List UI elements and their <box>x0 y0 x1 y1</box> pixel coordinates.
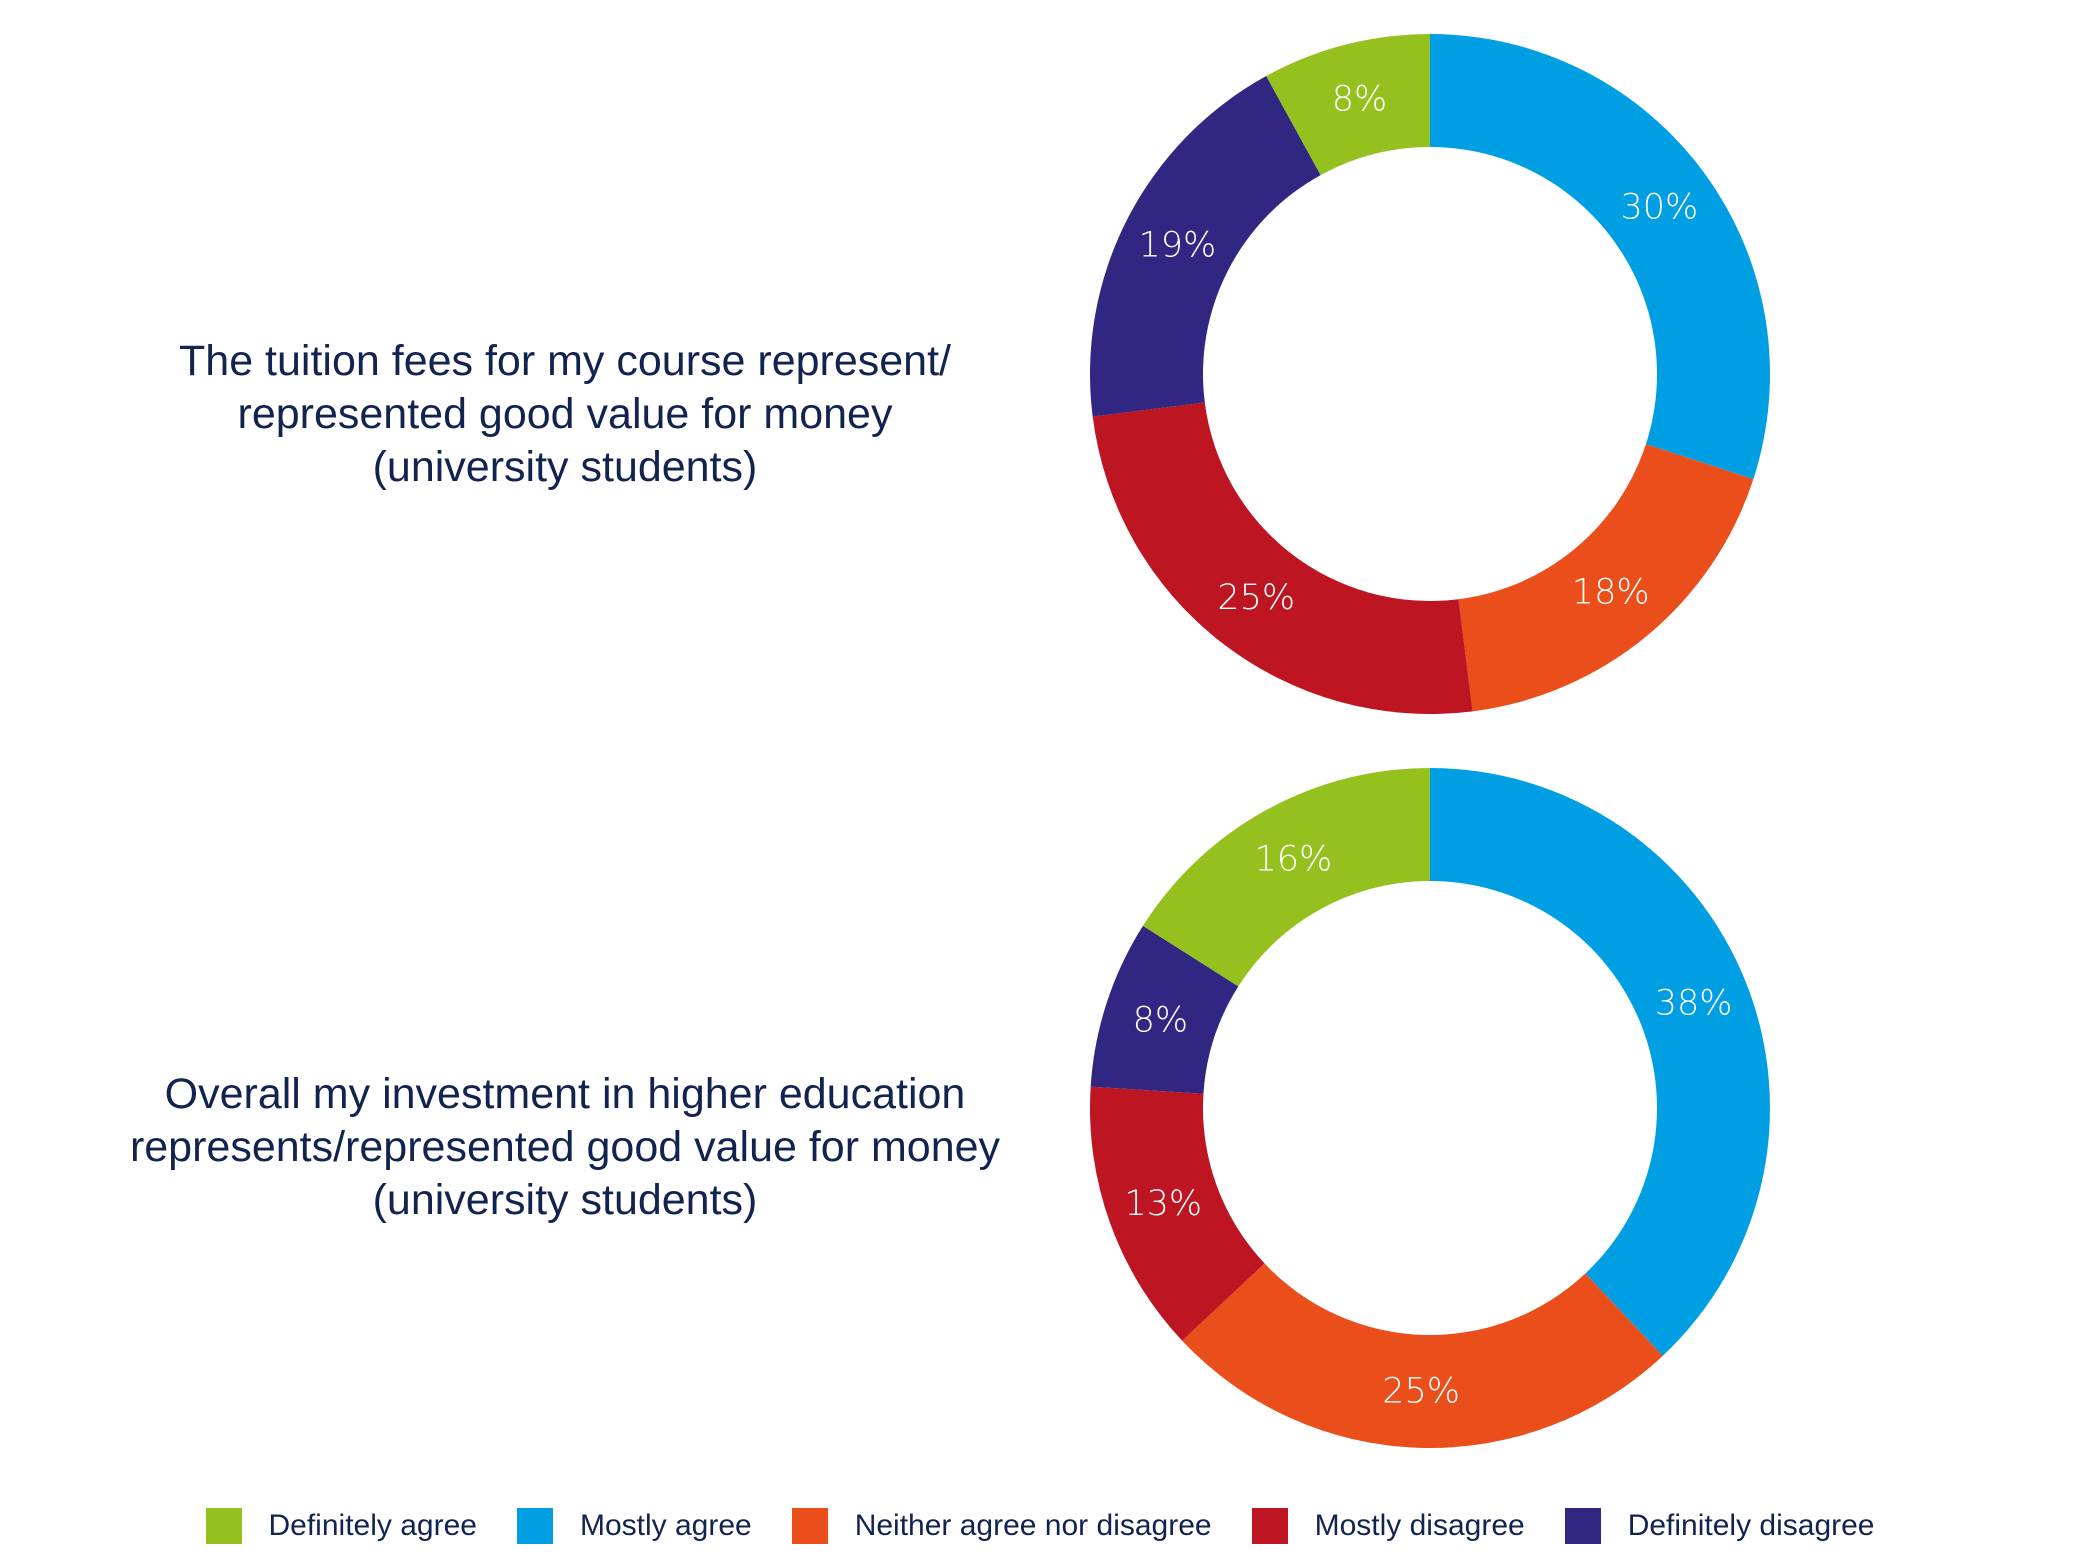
slice-mostly-agree <box>1430 768 1770 1356</box>
slice-label-mostly-agree: 38% <box>1655 984 1733 1024</box>
legend-label: Definitely disagree <box>1627 1509 1875 1542</box>
slice-mostly-agree <box>1430 34 1770 480</box>
slice-label-neither-agree-nor-disagree: 18% <box>1572 572 1650 612</box>
chart-1-question: The tuition fees for my course represent… <box>179 337 951 491</box>
legend-label: Neither agree nor disagree <box>854 1509 1212 1542</box>
slice-label-neither-agree-nor-disagree: 25% <box>1382 1371 1460 1411</box>
slice-definitely-agree <box>1266 34 1430 176</box>
slice-label-definitely-agree: 16% <box>1255 840 1333 880</box>
slice-mostly-disagree <box>1090 1086 1265 1341</box>
legend-swatch <box>791 1508 828 1544</box>
slice-label-mostly-disagree: 13% <box>1124 1184 1202 1224</box>
legend-swatch <box>516 1508 553 1544</box>
legend-label: Definitely agree <box>268 1509 477 1542</box>
slice-label-definitely-agree: 8% <box>1332 79 1388 119</box>
donut-chart-tuition-fees: 30% 18% 25% 19% 8% <box>1090 34 1770 714</box>
legend-item-mostly-agree: Mostly agree <box>516 1508 752 1544</box>
legend: Definitely agree Mostly agree Neither ag… <box>0 1508 2080 1544</box>
legend-swatch <box>205 1508 242 1544</box>
slice-label-definitely-disagree: 19% <box>1139 225 1217 265</box>
slice-label-definitely-disagree: 8% <box>1133 1000 1189 1040</box>
legend-item-definitely-disagree: Definitely disagree <box>1564 1508 1875 1544</box>
slice-mostly-disagree <box>1092 402 1473 714</box>
legend-item-neither: Neither agree nor disagree <box>791 1508 1212 1544</box>
slice-neither-agree-nor-disagree <box>1182 1263 1663 1448</box>
slice-definitely-disagree <box>1090 76 1321 417</box>
slice-definitely-disagree <box>1090 925 1239 1094</box>
slice-definitely-agree <box>1142 768 1430 987</box>
legend-label: Mostly disagree <box>1314 1509 1525 1542</box>
legend-item-definitely-agree: Definitely agree <box>205 1508 477 1544</box>
legend-swatch <box>1564 1508 1601 1544</box>
chart-2-question: Overall my investment in higher educatio… <box>129 1070 1001 1224</box>
slice-label-mostly-disagree: 25% <box>1217 578 1295 618</box>
legend-swatch <box>1251 1508 1288 1544</box>
legend-item-mostly-disagree: Mostly disagree <box>1251 1508 1525 1544</box>
legend-label: Mostly agree <box>579 1509 752 1542</box>
slice-label-mostly-agree: 30% <box>1620 187 1698 227</box>
slice-neither-agree-nor-disagree <box>1458 444 1754 712</box>
donut-chart-investment: 38% 25% 13% 8% 16% <box>1090 768 1770 1448</box>
